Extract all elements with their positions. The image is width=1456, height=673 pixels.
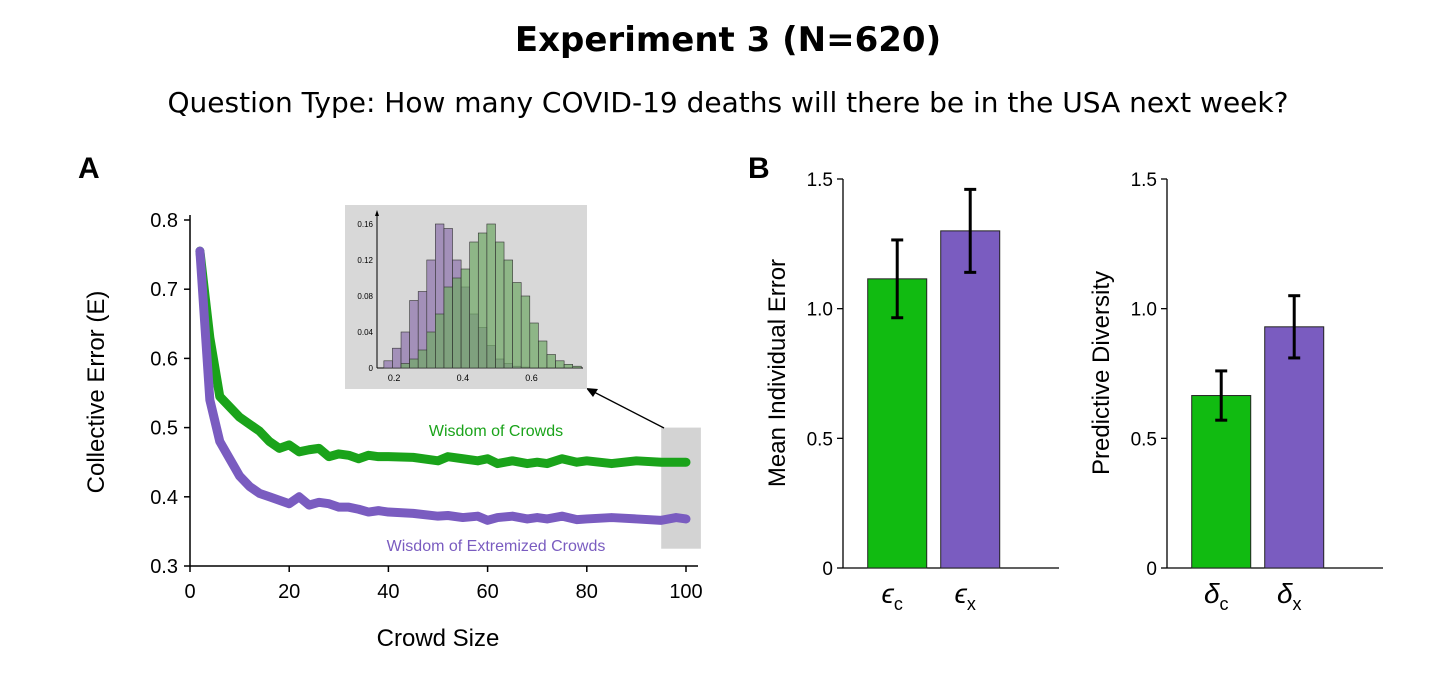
y-tick-label: 0.7 [150,279,178,301]
inset-histogram-bar [503,259,513,369]
inset-histogram-bar [486,223,496,369]
inset-histogram-bar [400,363,410,369]
figure-subtitle: Question Type: How many COVID-19 deaths … [167,86,1289,119]
panel-label-b: B [748,152,770,185]
inset-histogram-bar [512,282,522,369]
inset-histogram-bar [538,340,548,369]
panel-a: A 0.3 0.4 0.5 0.6 0.7 0.8 0 20 40 60 80 100 Crowd Siz… [78,152,703,652]
inset-histogram-bar [555,360,565,369]
inset-histogram-bar [546,354,556,369]
inset-x-tick-label: 0.6 [525,373,538,383]
x-category-label: ϵc [882,578,903,614]
inset-histogram-bar [400,331,410,369]
y-tick-label: 0.5 [807,429,833,450]
inset-x-tick-label: 0.2 [388,373,401,383]
y-tick-label: 1.5 [1131,170,1157,191]
y-tick-label: 1.0 [1131,300,1157,321]
inset-histogram-bar [426,331,436,369]
series-line-extremized [195,246,691,525]
x-category-label: δc [1204,578,1229,614]
inset-histogram-bar [383,360,393,369]
category-symbol: δ [1277,578,1293,609]
x-tick-label: 20 [278,581,300,603]
category-subscript: c [1220,594,1229,614]
y-axis-label: Predictive Diversity [1088,271,1115,475]
y-tick-label: 0.6 [150,348,178,370]
y-tick-label: 0 [822,559,833,580]
y-tick-label: 0.3 [150,556,178,578]
y-tick-label: 0.5 [150,418,178,440]
inset-histogram-bar [443,286,453,369]
x-tick-label: 100 [669,581,702,603]
y-tick-label: 0.5 [1131,429,1157,450]
inset-histogram-bar [477,232,488,369]
x-category-label: δx [1277,578,1302,614]
callout-arrow [591,390,665,429]
category-symbol: ϵ [882,578,895,609]
inset-histogram-bar [460,268,471,369]
bar-c [867,278,928,569]
inset-y-tick-label: 0.12 [357,256,373,265]
bar-x [1264,326,1325,569]
x-axis-label: Crowd Size [377,625,500,652]
figure-title: Experiment 3 (N=620) [514,20,942,60]
inset-y-tick-label: 0.16 [357,220,373,229]
inset-y-tick-label: 0 [369,364,374,373]
y-tick-label: 0.8 [150,210,178,232]
inset-y-arrowhead [375,210,379,216]
category-symbol: ϵ [955,578,968,609]
callout-arrowhead [586,388,598,397]
x-category-label: ϵx [955,578,976,614]
inset-histogram-bar [435,313,445,369]
series-line-wisdom [195,246,691,469]
category-subscript: x [967,594,976,614]
inset-histogram-bar [572,365,582,369]
category-symbol: δ [1204,578,1220,609]
series-label-extremized: Wisdom of Extremized Crowds [387,538,606,555]
inset-histogram-bar [417,349,428,369]
inset-histogram-bar [469,241,479,369]
inset-y-tick-label: 0.04 [357,328,373,337]
y-tick-label: 0 [1146,559,1157,580]
inset-histogram-bar [495,241,505,369]
category-subscript: x [1293,594,1302,614]
y-tick-label: 1.0 [807,300,833,321]
inset-histogram-bar [452,277,462,369]
y-axis-label: Collective Error (E) [83,291,110,494]
y-tick-label: 1.5 [807,170,833,191]
y-axis-label: Mean Individual Error [764,259,791,487]
inset-histogram-bar [520,295,531,369]
panel-label-a: A [78,152,100,185]
inset-histogram-bar [529,322,539,369]
x-tick-label: 60 [476,581,498,603]
category-subscript: c [894,594,903,614]
inset-histogram-bar [392,347,402,369]
inset-histogram-bar [563,364,573,369]
highlight-region [661,427,701,549]
inset-y-tick-label: 0.08 [357,292,373,301]
inset-histogram-bar [409,358,419,369]
inset-x-tick-label: 0.4 [457,373,470,383]
bar-x [940,230,1001,569]
y-tick-label: 0.4 [150,487,178,509]
series-label-wisdom: Wisdom of Crowds [429,423,563,440]
x-tick-label: 0 [184,581,195,603]
x-tick-label: 40 [377,581,399,603]
bar-c [1191,395,1252,569]
inset-histogram-bar [409,300,419,369]
x-tick-label: 80 [576,581,598,603]
